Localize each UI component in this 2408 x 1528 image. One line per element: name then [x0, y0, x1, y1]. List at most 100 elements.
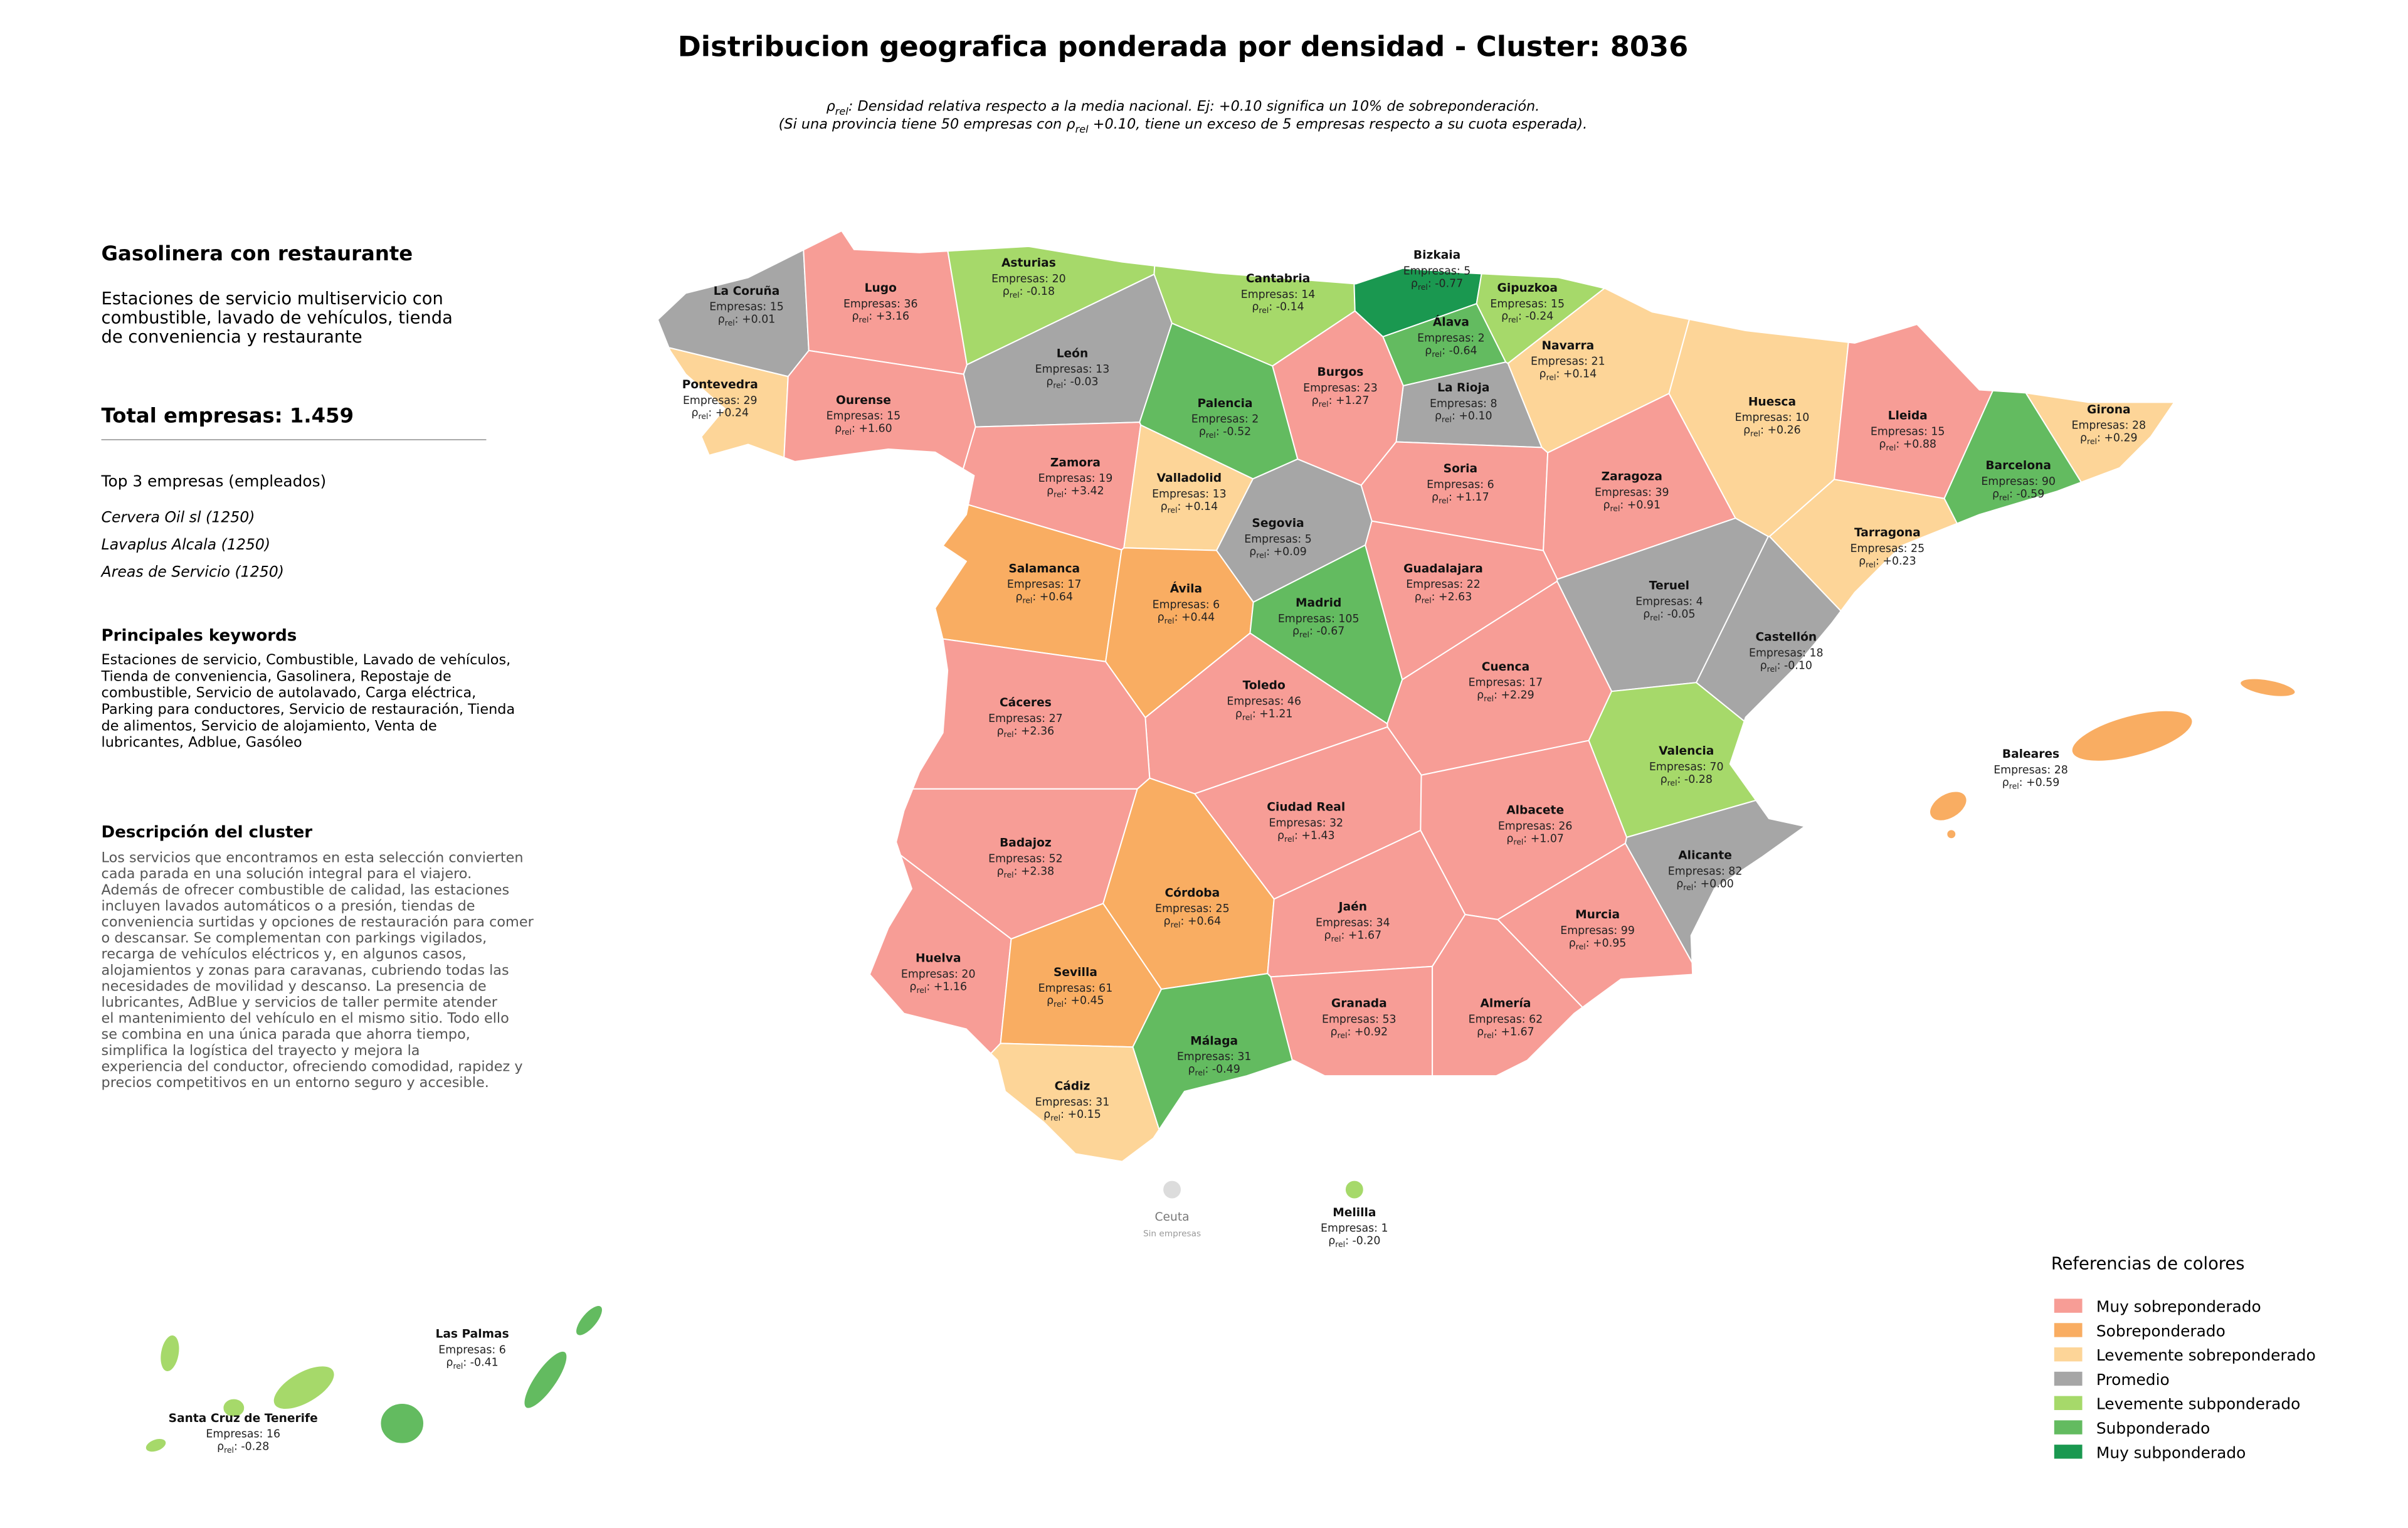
cluster-summary-line: combustible, lavado de vehículos, tienda [102, 308, 453, 327]
rho-symbol: ρ [1415, 591, 1422, 603]
cluster-summary-line: de conveniencia y restaurante [102, 327, 362, 347]
rho-colon: : [1449, 491, 1455, 504]
legend-swatch [2054, 1347, 2083, 1362]
province-count: Empresas: 32 [1269, 817, 1343, 829]
province-name: Santa Cruz de Tenerife [169, 1412, 318, 1425]
rho-value: +1.67 [1501, 1026, 1534, 1038]
description-line: lubricantes, AdBlue y servicios de talle… [102, 994, 498, 1011]
rho-colon: : [1064, 995, 1070, 1007]
rho-colon: : [1760, 424, 1767, 437]
rho-symbol: ρ [1432, 491, 1439, 504]
province-count: Empresas: 13 [1152, 488, 1227, 501]
province-count: Sin empresas [1143, 1229, 1201, 1239]
subtitle-segment: rel [1075, 123, 1089, 135]
rho-subscript: rel [2087, 437, 2097, 446]
province-rho: ρrel: -0.64 [1425, 344, 1477, 358]
rho-subscript: rel [1886, 443, 1896, 452]
description-line: incluyen lavados automáticos o a presión… [102, 898, 475, 914]
rho-symbol: ρ [1161, 501, 1168, 513]
keywords-line: Estaciones de servicio, Combustible, Lav… [102, 652, 511, 668]
rho-value: -0.14 [1276, 301, 1304, 314]
keywords-title: Principales keywords [102, 627, 297, 645]
rho-colon: : [2097, 432, 2104, 445]
rho-subscript: rel [1054, 999, 1064, 1009]
rho-value: +1.60 [858, 423, 892, 435]
rho-colon: : [463, 1356, 470, 1369]
province-count: Empresas: 36 [843, 298, 918, 310]
province-rho: ρrel: +0.24 [691, 407, 749, 421]
province-count: Empresas: 99 [1560, 925, 1635, 937]
rho-colon: : [852, 423, 858, 435]
province-count: Empresas: 18 [1749, 647, 1824, 660]
province-name: Las Palmas [436, 1328, 509, 1341]
province-name: Cáceres [1000, 696, 1052, 709]
keywords-line: combustible, Servicio de autolavado, Car… [102, 685, 477, 701]
rho-value: +0.91 [1627, 499, 1661, 511]
rho-symbol: ρ [997, 865, 1004, 878]
rho-colon: : [1428, 277, 1435, 290]
province-rho: ρrel: -0.41 [446, 1356, 498, 1370]
rho-subscript: rel [1331, 934, 1341, 943]
province-count: Empresas: 14 [1241, 289, 1316, 301]
legend-label: Promedio [2096, 1371, 2170, 1389]
rho-symbol: ρ [1003, 285, 1010, 298]
rho-colon: : [1442, 344, 1449, 357]
province-rho: ρrel: +0.15 [1043, 1108, 1101, 1122]
rho-subscript: rel [1284, 834, 1294, 844]
legend-swatch [2054, 1420, 2083, 1435]
rho-symbol: ρ [1435, 410, 1442, 423]
province-name: Barcelona [1985, 459, 2051, 472]
rho-value: +1.16 [934, 980, 967, 993]
rho-value: -0.52 [1223, 426, 1251, 438]
province-rho: ρrel: +3.42 [1047, 485, 1104, 499]
legend: Referencias de colores Muy sobreponderad… [2051, 1254, 2316, 1462]
rho-subscript: rel [1667, 778, 1677, 787]
province-shape [2071, 709, 2194, 762]
province-rho: ρrel: +0.64 [1015, 591, 1073, 605]
province-shape [222, 1398, 246, 1418]
province-rho: ρrel: +0.29 [2080, 432, 2138, 446]
province-count: Empresas: 61 [1038, 982, 1113, 995]
province-rho: ρrel: +1.07 [1506, 832, 1564, 846]
rho-symbol: ρ [1047, 485, 1054, 497]
province-name: Huesca [1748, 395, 1796, 408]
province-rho: ρrel: +0.14 [1161, 501, 1218, 514]
province-rho: ρrel: +1.16 [909, 980, 967, 994]
province-count: Empresas: 19 [1038, 472, 1113, 485]
rho-value: -0.67 [1316, 625, 1344, 638]
rho-value: -0.24 [1525, 310, 1553, 323]
rho-symbol: ρ [835, 423, 842, 435]
province-name: Segovia [1252, 517, 1304, 530]
rho-value: +0.59 [2026, 777, 2059, 789]
rho-symbol: ρ [1501, 310, 1508, 323]
rho-symbol: ρ [446, 1356, 453, 1369]
province-shape [1162, 1179, 1182, 1200]
subtitle-line: (Si una provincia tiene 50 empresas con … [779, 116, 1588, 135]
legend-swatch [2054, 1445, 2083, 1459]
province-name: La Coruña [714, 285, 780, 298]
province-shape [379, 1403, 425, 1445]
province-name: Gipuzkoa [1497, 282, 1558, 295]
rho-colon: : [1432, 591, 1439, 603]
province-name: Alicante [1678, 849, 1732, 862]
province-name: Lleida [1888, 410, 1928, 423]
rho-subscript: rel [1010, 290, 1020, 299]
rho-symbol: ρ [691, 407, 698, 420]
province-name: Granada [1331, 997, 1387, 1011]
rho-symbol: ρ [1312, 395, 1319, 407]
province-rho: ρrel: +0.00 [1676, 878, 1734, 891]
province-count: Empresas: 17 [1469, 677, 1543, 689]
rho-subscript: rel [1484, 1031, 1494, 1040]
rho-symbol: ρ [1324, 929, 1331, 942]
subtitle-segment: ρ [1066, 116, 1075, 132]
province-count: Empresas: 25 [1851, 543, 1925, 555]
province-count: Empresas: 8 [1430, 398, 1497, 410]
rho-subscript: rel [1022, 596, 1032, 605]
rho-subscript: rel [1259, 305, 1269, 315]
province-rho: ρrel: -0.67 [1292, 625, 1344, 639]
province-name: Melilla [1333, 1206, 1376, 1219]
rho-value: -0.05 [1667, 608, 1696, 620]
province-count: Empresas: 15 [1871, 426, 1945, 438]
legend-title: Referencias de colores [2051, 1254, 2245, 1273]
keywords-line: Tienda de conveniencia, Gasolinera, Repo… [101, 668, 452, 684]
